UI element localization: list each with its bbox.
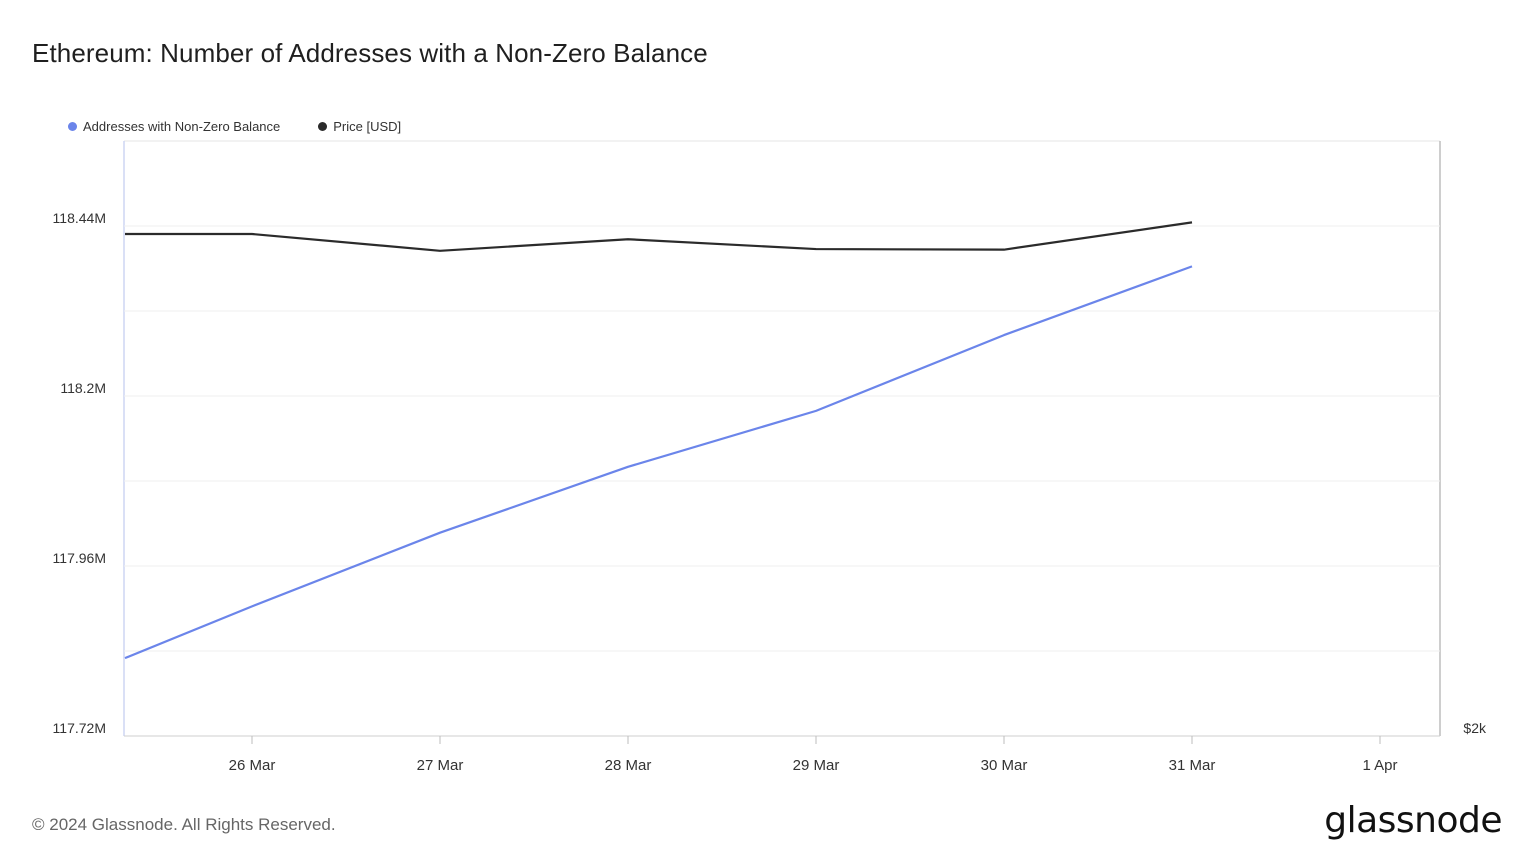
legend-item-addresses[interactable]: Addresses with Non-Zero Balance: [68, 119, 280, 134]
x-tick-label: 29 Mar: [793, 757, 840, 774]
x-tick-label: 30 Mar: [981, 757, 1028, 774]
legend-label-price: Price [USD]: [333, 119, 402, 134]
series-line-price: [125, 221, 1193, 252]
x-tick-label: 28 Mar: [605, 757, 652, 774]
glassnode-logo: glassnode: [1324, 800, 1502, 841]
chart-title: Ethereum: Number of Addresses with a Non…: [32, 38, 708, 68]
y-tick-label: 118.2M: [60, 380, 106, 396]
x-tick-label: 26 Mar: [229, 757, 276, 774]
legend-label-addresses: Addresses with Non-Zero Balance: [83, 119, 281, 134]
legend-item-price[interactable]: Price [USD]: [318, 119, 401, 134]
series-line-addresses: [124, 265, 1193, 660]
x-tick-label: 27 Mar: [417, 757, 464, 774]
y-tick-label: 118.44M: [53, 210, 106, 226]
y-right-tick-label: $2k: [1463, 720, 1487, 736]
y-tick-label: 117.72M: [53, 720, 106, 736]
legend-dot-addresses: [68, 122, 77, 131]
copyright-footer: © 2024 Glassnode. All Rights Reserved.: [32, 815, 336, 834]
x-tick-label: 1 Apr: [1362, 757, 1397, 774]
legend-dot-price: [318, 122, 328, 131]
legend: Addresses with Non-Zero Balance Price [U…: [68, 119, 401, 134]
x-tick-label: 31 Mar: [1169, 757, 1216, 774]
y-tick-label: 117.96M: [53, 550, 106, 566]
